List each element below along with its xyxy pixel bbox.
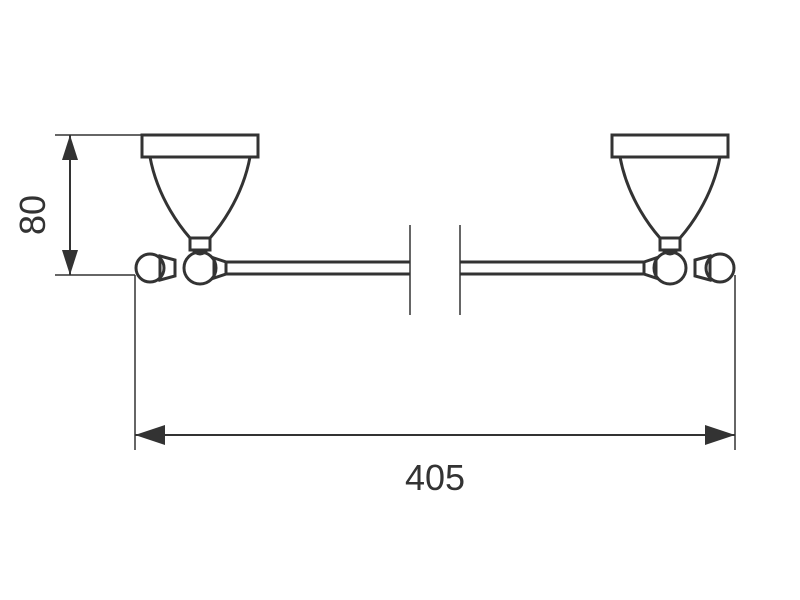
height-value: 80 (12, 195, 53, 235)
towel-bar (226, 262, 644, 274)
break-lines (410, 225, 460, 315)
width-dimension: 405 (135, 425, 735, 498)
width-value: 405 (405, 457, 465, 498)
technical-drawing: 80 405 (0, 0, 800, 600)
height-dimension: 80 (12, 135, 78, 275)
